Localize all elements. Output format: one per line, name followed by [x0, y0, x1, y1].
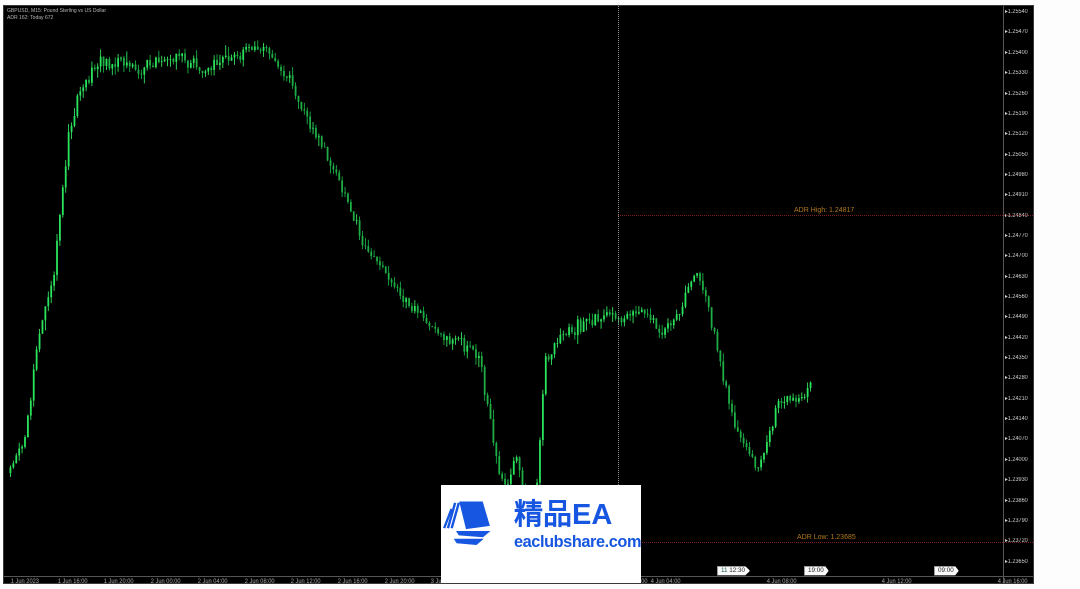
- svg-text:精品EA: 精品EA: [514, 498, 612, 531]
- svg-text:eaclubshare.com: eaclubshare.com: [514, 533, 641, 551]
